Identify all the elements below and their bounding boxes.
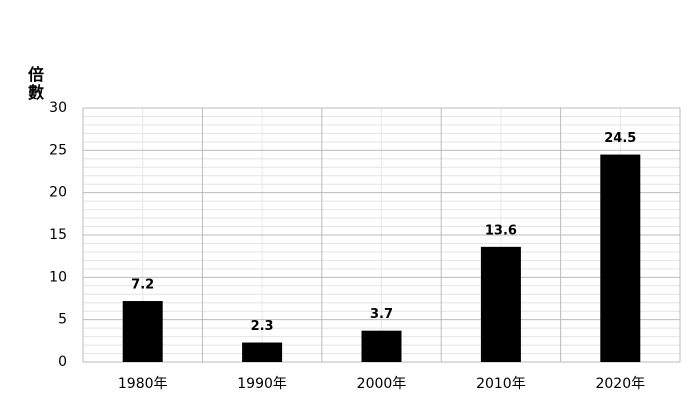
y-tick-label: 20: [49, 185, 67, 201]
y-tick-label: 25: [49, 142, 67, 158]
data-label: 3.7: [370, 307, 393, 322]
bar: [361, 330, 402, 362]
bar: [600, 154, 641, 362]
bar: [122, 301, 163, 362]
x-tick-label: 1990年: [237, 376, 287, 392]
data-label: 2.3: [251, 319, 274, 334]
y-tick-label: 5: [58, 312, 67, 328]
data-label: 13.6: [485, 223, 517, 238]
y-tick-label: 0: [58, 354, 67, 370]
y-tick-label: 30: [49, 100, 67, 116]
data-label: 7.2: [131, 278, 154, 293]
x-tick-label: 2000年: [357, 376, 407, 392]
x-tick-label: 1980年: [118, 376, 168, 392]
y-tick-label: 15: [49, 227, 67, 243]
bar: [242, 342, 283, 362]
y-axis-label: 倍數: [25, 66, 44, 102]
x-tick-label: 2010年: [476, 376, 526, 392]
y-tick-label: 10: [49, 269, 67, 285]
bar: [480, 246, 521, 362]
x-tick-label: 2020年: [595, 376, 645, 392]
data-label: 24.5: [604, 131, 636, 146]
